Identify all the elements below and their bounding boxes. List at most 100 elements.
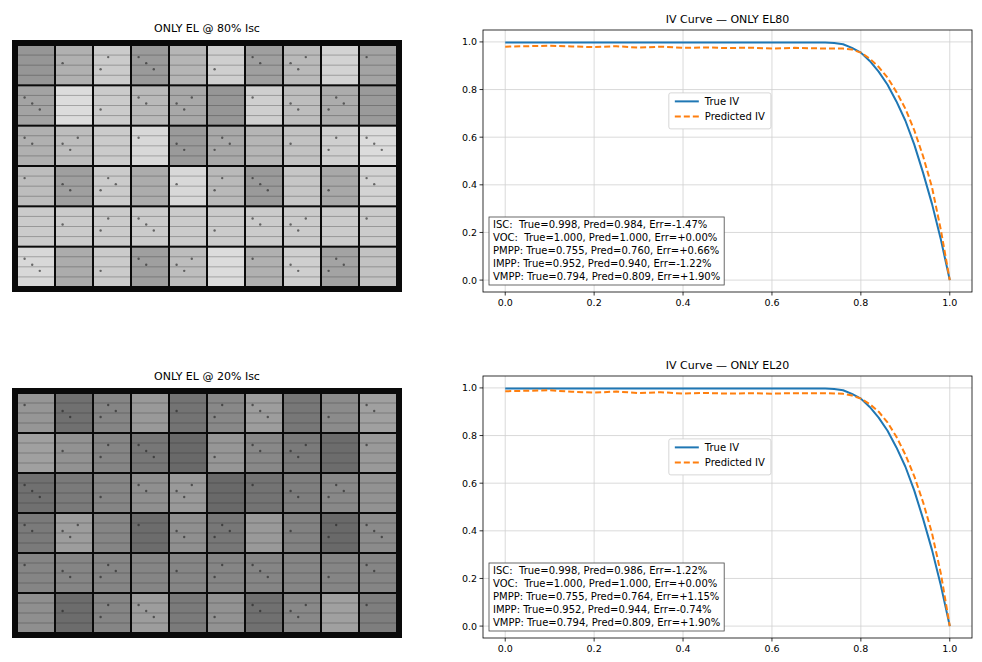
- cell: [94, 86, 130, 124]
- tick-label: 0.4: [675, 297, 690, 308]
- cell: [360, 248, 396, 286]
- busbar: [18, 55, 54, 56]
- defect-spot: [267, 416, 269, 418]
- defect-spot: [251, 444, 253, 446]
- defect-spot: [23, 96, 25, 98]
- busbar: [94, 573, 130, 574]
- busbar: [132, 216, 168, 217]
- busbar: [170, 155, 206, 156]
- busbar: [360, 155, 396, 156]
- busbar: [94, 105, 130, 106]
- busbar: [56, 423, 92, 424]
- defect-spot: [99, 270, 101, 272]
- busbar: [322, 236, 358, 237]
- busbar: [284, 135, 320, 136]
- cell: [284, 594, 320, 632]
- defect-spot: [289, 62, 291, 64]
- busbar: [94, 65, 130, 66]
- busbar: [94, 176, 130, 177]
- defect-spot: [31, 264, 33, 266]
- legend-swatch: [675, 461, 699, 463]
- defect-spot: [213, 536, 215, 538]
- busbar: [322, 196, 358, 197]
- cell: [56, 514, 92, 552]
- defect-spot: [305, 56, 307, 58]
- busbar: [18, 503, 54, 504]
- busbar: [322, 533, 358, 534]
- defect-spot: [373, 570, 375, 572]
- defect-spot: [61, 410, 63, 412]
- legend: True IVPredicted IV: [669, 93, 771, 129]
- busbar: [56, 196, 92, 197]
- defect-spot: [343, 264, 345, 266]
- busbar: [170, 115, 206, 116]
- busbar: [132, 503, 168, 504]
- busbar: [170, 483, 206, 484]
- busbar: [56, 266, 92, 267]
- busbar: [246, 226, 282, 227]
- cell: [322, 594, 358, 632]
- defect-spot: [365, 137, 367, 139]
- defect-spot: [297, 68, 299, 70]
- defect-spot: [31, 102, 33, 104]
- busbar: [18, 135, 54, 136]
- busbar: [360, 65, 396, 66]
- defect-spot: [99, 229, 101, 231]
- cell: [208, 207, 244, 245]
- busbar: [170, 463, 206, 464]
- busbar: [246, 623, 282, 624]
- busbar: [56, 493, 92, 494]
- defect-spot: [251, 564, 253, 566]
- defect-spot: [145, 62, 147, 64]
- cell: [94, 434, 130, 472]
- defect-spot: [107, 444, 109, 446]
- tick-mark: [949, 638, 950, 642]
- busbar: [360, 583, 396, 584]
- tick-mark: [949, 292, 950, 296]
- busbar: [246, 413, 282, 414]
- plot-area: [483, 376, 972, 638]
- busbar: [132, 413, 168, 414]
- busbar: [170, 543, 206, 544]
- busbar: [94, 256, 130, 257]
- busbar: [246, 216, 282, 217]
- busbar: [132, 256, 168, 257]
- cell: [246, 394, 282, 432]
- tick-mark: [480, 435, 484, 436]
- defect-spot: [297, 229, 299, 231]
- busbar: [132, 623, 168, 624]
- defect-spot: [153, 616, 155, 618]
- defect-spot: [251, 484, 253, 486]
- busbar: [322, 266, 358, 267]
- legend-label: Predicted IV: [705, 457, 765, 468]
- busbar: [360, 603, 396, 604]
- busbar: [56, 256, 92, 257]
- tick-mark: [594, 292, 595, 296]
- defect-spot: [183, 270, 185, 272]
- legend-swatch: [675, 446, 699, 448]
- defect-spot: [327, 496, 329, 498]
- cell: [170, 207, 206, 245]
- tick-label: 0.8: [853, 297, 868, 308]
- plot-area: [483, 30, 972, 292]
- busbar: [132, 276, 168, 277]
- cell: [170, 554, 206, 592]
- metrics-line: VMPP: True=0.794, Pred=0.809, Err=+1.90%: [493, 271, 720, 282]
- busbar: [208, 413, 244, 414]
- cell: [246, 207, 282, 245]
- tick-label: 0.2: [462, 573, 477, 584]
- axes-frame: [483, 30, 972, 292]
- cell: [132, 434, 168, 472]
- busbar: [246, 95, 282, 96]
- cell: [56, 474, 92, 512]
- metrics-box-frame: [489, 563, 724, 631]
- busbar: [94, 533, 130, 534]
- busbar: [132, 236, 168, 237]
- defect-spot: [137, 217, 139, 219]
- cell: [246, 594, 282, 632]
- busbar: [170, 65, 206, 66]
- busbar: [208, 186, 244, 187]
- busbar: [208, 423, 244, 424]
- metrics-line: ISC: True=0.998, Pred=0.986, Err=-1.22%: [493, 565, 707, 576]
- busbar: [208, 603, 244, 604]
